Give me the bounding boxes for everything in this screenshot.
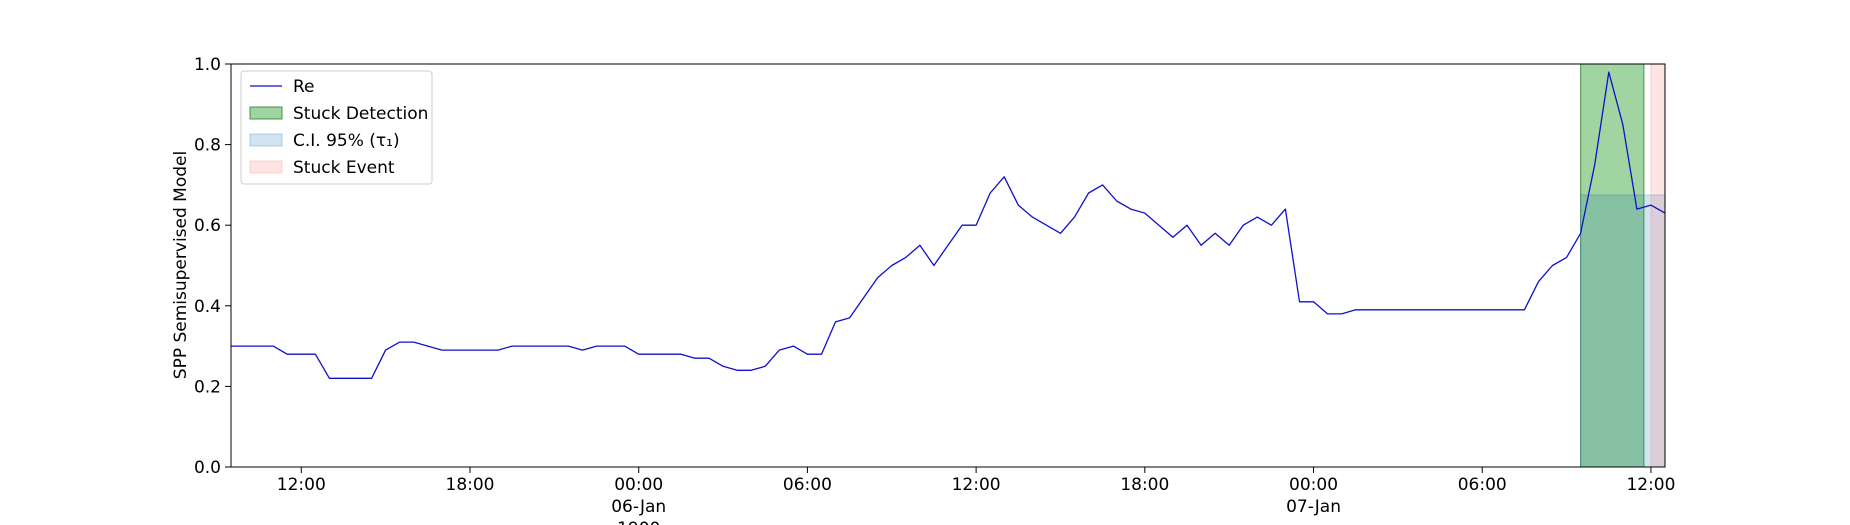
data-line [231, 71, 1666, 379]
x-tick-label: 06:00 [783, 475, 832, 495]
span [1650, 63, 1666, 468]
x-tick-label: 00:00 07-Jan [1286, 475, 1341, 517]
y-tick-label: 0.8 [194, 136, 221, 156]
x-tick-label: 12:00 [277, 475, 326, 495]
legend-patch [249, 106, 283, 120]
y-tick-label: 0.0 [194, 458, 221, 478]
legend-patch [249, 160, 283, 174]
legend-label: Stuck Detection [293, 104, 428, 124]
y-tick-label: 0.2 [194, 377, 221, 397]
x-tick-label: 12:00 [952, 475, 1001, 495]
span [1580, 63, 1645, 468]
x-tick-label: 18:00 [1120, 475, 1169, 495]
y-tick-label: 0.4 [194, 297, 221, 317]
legend-label: C.I. 95% (τ₁) [293, 131, 400, 151]
legend-label: Re [293, 77, 315, 97]
x-tick-label: 06:00 [1458, 475, 1507, 495]
y-tick-label: 1.0 [194, 55, 221, 75]
x-tick-label: 12:00 [1626, 475, 1675, 495]
legend-patch [249, 133, 283, 147]
x-tick-label: 18:00 [446, 475, 495, 495]
span [1580, 194, 1666, 468]
plot-frame [230, 63, 1666, 468]
legend-label: Stuck Event [293, 158, 395, 178]
legend-box [240, 70, 433, 185]
y-axis-label: SPP Semisupervised Model [171, 151, 191, 379]
y-tick-label: 0.6 [194, 216, 221, 236]
